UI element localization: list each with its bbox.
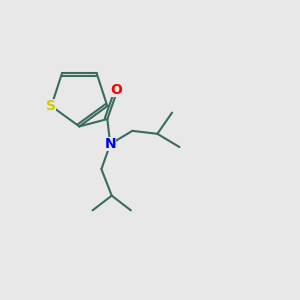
- Text: N: N: [104, 137, 116, 151]
- Text: O: O: [110, 82, 122, 97]
- Text: S: S: [46, 99, 56, 113]
